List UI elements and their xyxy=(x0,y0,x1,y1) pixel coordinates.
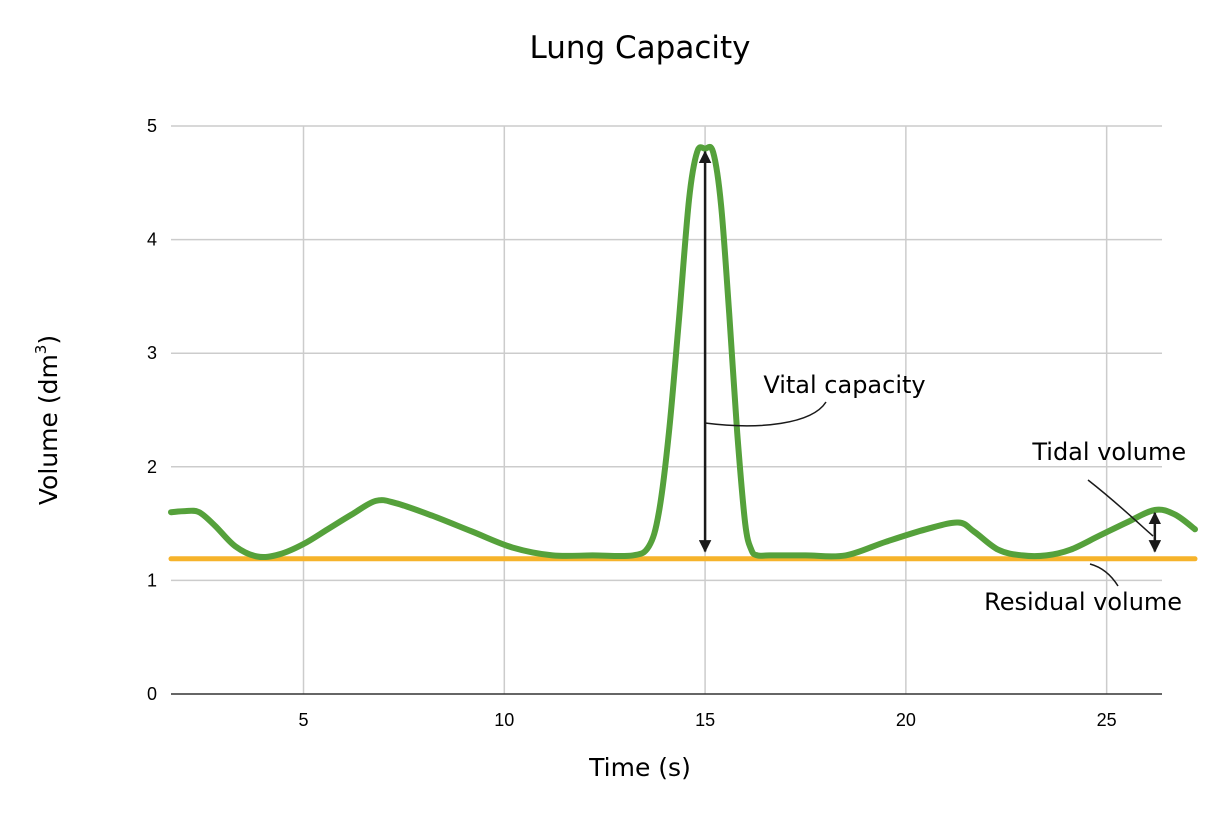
annotations: Vital capacity Tidal volume Residual volum… xyxy=(698,150,1186,616)
x-tick-label: 20 xyxy=(896,710,916,730)
residual-volume-leader xyxy=(1089,563,1119,587)
y-tick-label: 5 xyxy=(147,116,157,136)
x-tick-label: 5 xyxy=(299,710,309,730)
gridlines xyxy=(171,125,1162,694)
lung-volume-curve xyxy=(168,143,1198,561)
axes: 0 1 2 3 4 5 5 10 15 20 25 xyxy=(147,116,1162,730)
vital-capacity-leader xyxy=(704,401,827,427)
series-layer xyxy=(168,143,1198,562)
y-tick-label: 3 xyxy=(147,343,157,363)
residual-volume-label: Residual volume xyxy=(984,588,1182,616)
y-axis-title-superscript: 3 xyxy=(32,345,50,355)
y-tick-label: 0 xyxy=(147,684,157,704)
chart-title: Lung Capacity xyxy=(529,30,750,66)
vital-capacity-label: Vital capacity xyxy=(763,371,925,399)
y-axis-title: Volume (dm3) xyxy=(32,335,63,505)
y-axis-title-text: Volume (dm xyxy=(34,354,63,505)
y-tick-label: 1 xyxy=(147,570,157,590)
x-tick-label: 10 xyxy=(494,710,514,730)
tidal-volume-leader xyxy=(1087,479,1154,537)
x-tick-label: 25 xyxy=(1097,710,1117,730)
y-tick-label: 2 xyxy=(147,457,157,477)
y-axis-title-close: ) xyxy=(34,335,63,345)
tidal-volume-label: Tidal volume xyxy=(1031,438,1186,466)
y-tick-label: 4 xyxy=(147,230,157,250)
x-axis-title: Time (s) xyxy=(588,753,691,782)
x-tick-label: 15 xyxy=(695,710,715,730)
